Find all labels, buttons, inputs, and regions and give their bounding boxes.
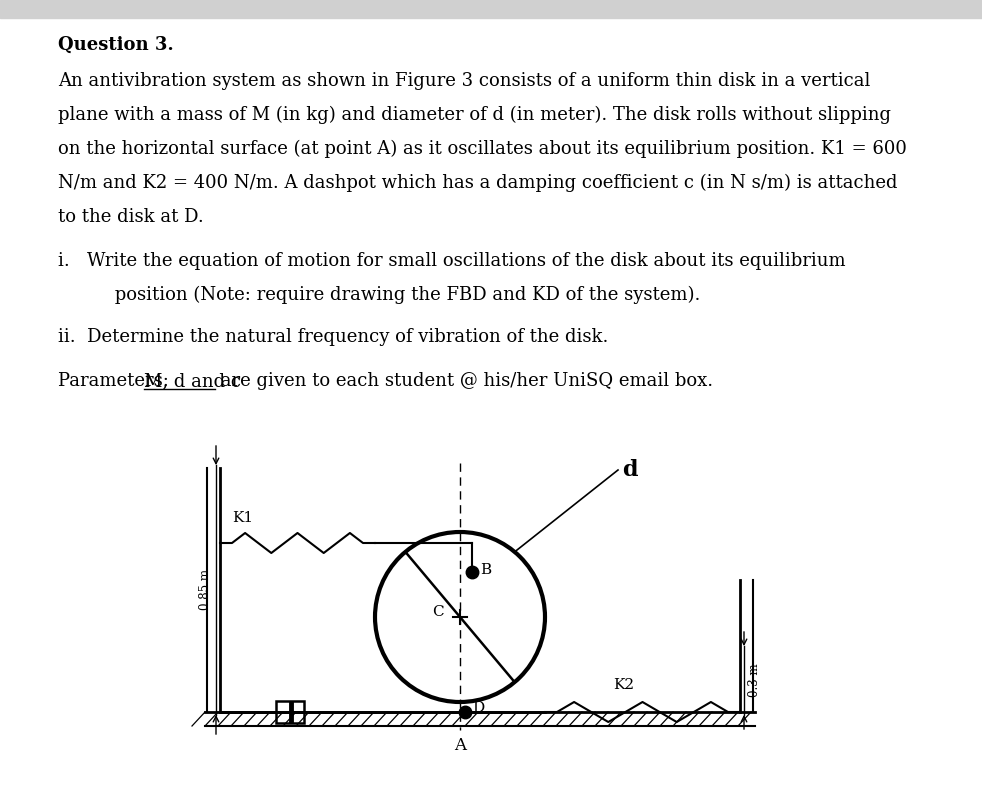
Text: ii.  Determine the natural frequency of vibration of the disk.: ii. Determine the natural frequency of v… (58, 328, 609, 346)
Text: 0.85 m: 0.85 m (199, 570, 212, 611)
Text: D: D (472, 701, 484, 715)
Text: to the disk at D.: to the disk at D. (58, 208, 203, 226)
Text: K1: K1 (232, 511, 253, 525)
Text: An antivibration system as shown in Figure 3 consists of a uniform thin disk in : An antivibration system as shown in Figu… (58, 72, 870, 90)
Text: M, d and c: M, d and c (143, 372, 241, 390)
Text: N/m and K2 = 400 N/m. A dashpot which has a damping coefficient c (in N s/m) is : N/m and K2 = 400 N/m. A dashpot which ha… (58, 174, 898, 192)
Text: plane with a mass of M (in kg) and diameter of d (in meter). The disk rolls with: plane with a mass of M (in kg) and diame… (58, 106, 891, 125)
Text: d: d (622, 459, 637, 481)
Text: on the horizontal surface (at point A) as it oscillates about its equilibrium po: on the horizontal surface (at point A) a… (58, 140, 906, 158)
Text: Question 3.: Question 3. (58, 36, 174, 54)
Text: B: B (480, 563, 491, 577)
Bar (276, 701, 303, 723)
Text: C: C (432, 605, 444, 619)
Text: i.   Write the equation of motion for small oscillations of the disk about its e: i. Write the equation of motion for smal… (58, 252, 846, 270)
Text: are given to each student @ his/her UniSQ email box.: are given to each student @ his/her UniS… (215, 372, 714, 390)
Text: 0.3 m: 0.3 m (748, 663, 761, 697)
Text: position (Note: require drawing the FBD and KD of the system).: position (Note: require drawing the FBD … (86, 286, 700, 304)
Text: A: A (454, 737, 466, 754)
Text: K2: K2 (613, 678, 634, 692)
Bar (0, 0, 982, 18)
Text: Parameters:: Parameters: (58, 372, 175, 390)
